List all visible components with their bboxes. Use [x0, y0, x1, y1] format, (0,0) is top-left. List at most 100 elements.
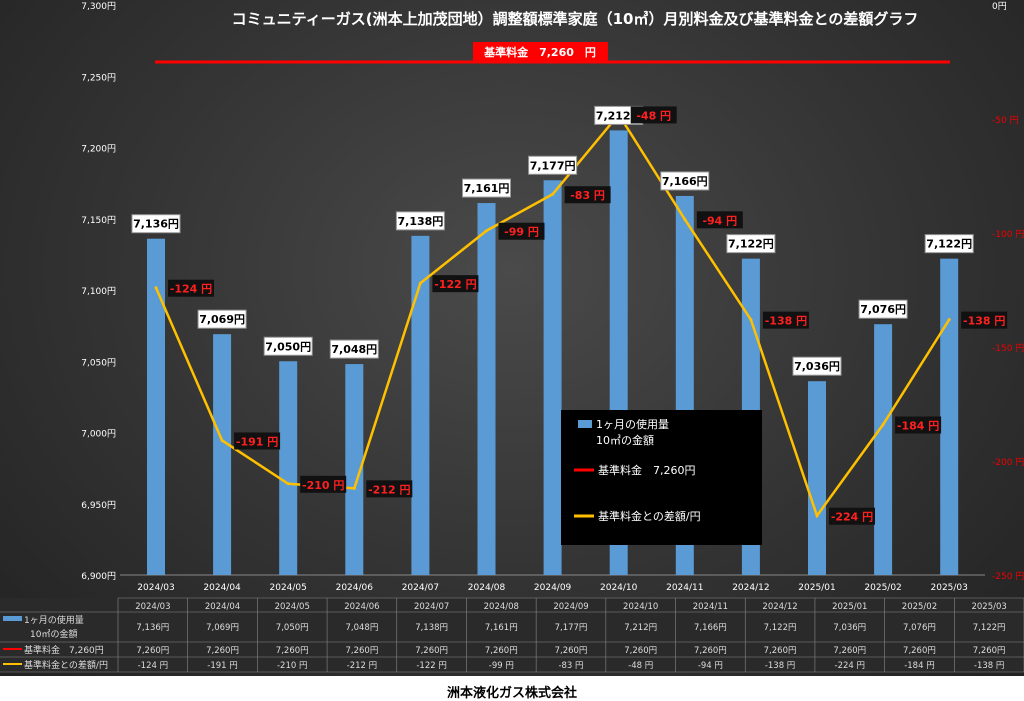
diff-label: -83 円: [570, 189, 605, 202]
x-tick-label: 2024/03: [137, 583, 174, 593]
table-cell: 7,260円: [624, 646, 657, 656]
diff-label-box: [168, 279, 214, 297]
bar-label-box: [924, 234, 974, 254]
left-tick-label: 7,100円: [81, 286, 116, 297]
diff-label: -99 円: [504, 226, 539, 239]
right-tick-label: -200 円: [992, 457, 1024, 468]
table-header: 2025/01: [832, 602, 867, 612]
table-row-label: 基準料金 7,260円: [24, 644, 104, 656]
bar-label-box: [395, 211, 445, 231]
x-tick-label: 2024/04: [203, 583, 241, 593]
bar-label: 7,166円: [662, 175, 708, 188]
bar-label-box: [263, 336, 313, 356]
diff-point: [815, 514, 819, 518]
diff-label-box: [630, 106, 677, 124]
x-tick-label: 2024/12: [732, 583, 769, 593]
table-cell: 7,076円: [903, 623, 936, 633]
table-cell: 7,260円: [833, 646, 866, 656]
table-cell: 7,161円: [485, 623, 518, 633]
table-header: 2024/11: [693, 602, 728, 612]
table-cell: -122 円: [416, 661, 447, 671]
left-tick-label: 7,000円: [81, 429, 116, 440]
bar: [213, 334, 232, 575]
diff-label-box: [432, 275, 479, 293]
table-cell: 7,166円: [694, 623, 727, 633]
diff-label: -191 円: [236, 435, 278, 448]
table-header: 2024/06: [344, 602, 379, 612]
diff-label-box: [498, 222, 545, 240]
diff-label-box: [895, 416, 942, 434]
right-tick-label: -150 円: [992, 343, 1024, 354]
x-tick-label: 2025/03: [931, 583, 968, 593]
table-cell: -184 円: [904, 661, 935, 671]
table-cell: -124 円: [138, 661, 169, 671]
left-tick-label: 6,900円: [81, 571, 116, 582]
table-header: 2024/10: [623, 602, 658, 612]
bar-label-box: [528, 155, 578, 175]
table-cell: 7,260円: [415, 646, 448, 656]
table-cell: 7,260円: [136, 646, 169, 656]
table-cell: 7,122円: [764, 623, 797, 633]
table-cell: 7,212円: [624, 623, 657, 633]
table-header: 2024/05: [275, 602, 310, 612]
bar-label: 7,161円: [464, 182, 510, 195]
diff-label-box: [696, 211, 743, 229]
chart-title: コミュニティーガス(洲本上加茂団地）調整額標準家庭（10㎥）月別料金及び基準料金…: [232, 10, 919, 28]
bar: [543, 180, 562, 575]
bar-label: 7,076円: [860, 303, 906, 316]
bar-label-box: [462, 178, 511, 198]
bar-label: 7,177円: [530, 159, 576, 172]
table-cell: 7,260円: [485, 646, 518, 656]
table-cell: 7,260円: [764, 646, 797, 656]
bar: [279, 361, 298, 575]
diff-point: [418, 281, 422, 285]
table-header: 2024/04: [205, 602, 240, 612]
x-tick-label: 2025/01: [798, 583, 835, 593]
right-tick-label: -50 円: [992, 115, 1019, 126]
x-tick-label: 2024/09: [534, 583, 572, 593]
table-cell: 7,036円: [833, 623, 866, 633]
bar-label-box: [660, 171, 710, 191]
table-row-label: 10㎥の金額: [30, 628, 77, 640]
table-cell: 7,260円: [276, 646, 309, 656]
left-tick-label: 7,050円: [81, 357, 116, 368]
table-cell: 7,260円: [973, 646, 1006, 656]
table-cell: 7,177円: [555, 623, 588, 633]
left-tick-label: 6,950円: [81, 500, 116, 511]
chart-background: [0, 0, 1024, 676]
diff-label-box: [762, 311, 809, 329]
bar-label: 7,212円: [596, 109, 642, 122]
diff-label-box: [961, 311, 1008, 329]
legend-label: 1ヶ月の使用量: [596, 418, 669, 431]
table-cell: -210 円: [277, 661, 308, 671]
diff-point: [551, 192, 555, 196]
bar-label-box: [726, 234, 776, 254]
table-header: 2024/09: [553, 602, 588, 612]
diff-label-box: [564, 186, 611, 204]
diff-point: [220, 438, 224, 442]
bar: [147, 238, 165, 575]
legend-bar-swatch: [578, 420, 592, 428]
diff-label-box: [300, 475, 347, 493]
bar: [808, 381, 826, 575]
table-cell: -83 円: [558, 661, 583, 671]
diff-label: -48 円: [636, 109, 671, 122]
diff-label: -224 円: [831, 511, 873, 524]
table-header: 2025/02: [902, 602, 937, 612]
diff-label-box: [366, 480, 413, 498]
table-cell: 7,069円: [206, 623, 239, 633]
base-price-annotation-box: [473, 42, 608, 62]
table-cell: 7,136円: [136, 623, 169, 633]
company-name: 洲本液化ガス株式会社: [446, 686, 577, 701]
legend: [561, 410, 762, 545]
table-header: 2025/03: [971, 602, 1006, 612]
x-tick-label: 2024/08: [468, 583, 506, 593]
bar-label: 7,036円: [794, 360, 840, 373]
bar-label-box: [858, 299, 908, 319]
bar: [477, 203, 496, 575]
diff-point: [683, 217, 687, 221]
bar-label-box: [197, 309, 247, 329]
diff-label: -138 円: [963, 315, 1005, 328]
diff-point: [947, 318, 951, 322]
table-cell: -99 円: [489, 661, 514, 671]
